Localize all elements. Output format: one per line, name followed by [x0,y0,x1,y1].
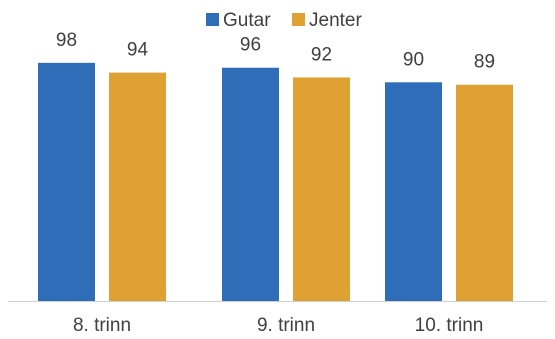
data-label-gutar-2: 96 [240,35,261,56]
data-label-jenter-2: 92 [311,44,332,65]
legend-swatch-gutar [206,13,219,26]
legend-label-gutar: Gutar [223,10,271,31]
x-tick-labels-group: 8. trinn 9. trinn 10. trinn [73,315,483,336]
data-label-jenter-1: 94 [127,40,149,61]
bar-jenter-2 [293,77,350,301]
x-tick-label-3: 10. trinn [415,315,484,336]
data-label-jenter-3: 89 [474,52,495,73]
data-labels-group: 98 94 96 92 90 89 [56,30,495,73]
bar-gutar-3 [385,82,442,301]
x-tick-label-2: 9. trinn [257,315,315,336]
bars-group [38,62,513,301]
bar-jenter-1 [109,72,166,301]
bar-gutar-2 [222,67,279,301]
bar-gutar-1 [38,62,95,301]
data-label-gutar-1: 98 [56,30,77,51]
data-label-gutar-3: 90 [403,49,424,70]
x-tick-label-1: 8. trinn [73,315,131,336]
legend-swatch-jenter [292,13,305,26]
bar-jenter-3 [456,84,513,301]
legend-label-jenter: Jenter [309,10,362,31]
legend: Gutar Jenter [206,10,362,31]
